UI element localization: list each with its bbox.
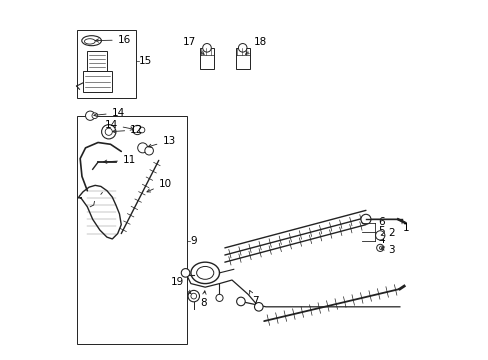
Circle shape [139,127,144,133]
Text: 7: 7 [249,291,258,306]
Text: 10: 10 [147,179,172,192]
Circle shape [138,143,147,153]
Text: 3: 3 [380,245,394,255]
Circle shape [102,125,116,139]
Text: 12: 12 [112,125,143,135]
Bar [200,48,214,69]
Circle shape [236,297,244,306]
Circle shape [254,302,263,311]
Text: 1: 1 [401,220,408,233]
Text: 19: 19 [171,277,191,294]
Text: 2: 2 [380,228,394,238]
Circle shape [238,44,246,52]
Bar [77,30,135,98]
Text: 18: 18 [245,37,266,54]
Circle shape [360,214,370,224]
Ellipse shape [196,266,213,279]
Text: 16: 16 [95,35,131,45]
Text: 8: 8 [200,291,206,308]
Circle shape [92,113,98,118]
Circle shape [144,147,153,155]
Circle shape [188,291,199,302]
Text: 14: 14 [94,108,124,118]
Circle shape [181,269,189,277]
Text: 5: 5 [378,226,384,236]
Text: 9: 9 [190,237,197,247]
Ellipse shape [81,36,101,46]
Circle shape [379,246,382,249]
Text: 14: 14 [104,120,133,130]
Text: 13: 13 [148,136,175,148]
Circle shape [216,294,223,301]
Text: 4: 4 [378,235,384,245]
Circle shape [85,111,95,120]
Ellipse shape [84,39,95,44]
Text: 17: 17 [183,37,203,54]
Circle shape [375,231,384,240]
Bar [235,48,249,69]
Text: 6: 6 [378,217,384,227]
Bar [83,71,111,93]
Bar [77,116,187,344]
Ellipse shape [190,262,219,284]
Bar [87,51,107,71]
Circle shape [105,128,112,135]
Circle shape [190,293,196,299]
Circle shape [203,44,211,52]
Text: 11: 11 [103,156,136,165]
Circle shape [376,244,383,251]
Text: 15: 15 [138,55,151,66]
Circle shape [132,125,142,135]
